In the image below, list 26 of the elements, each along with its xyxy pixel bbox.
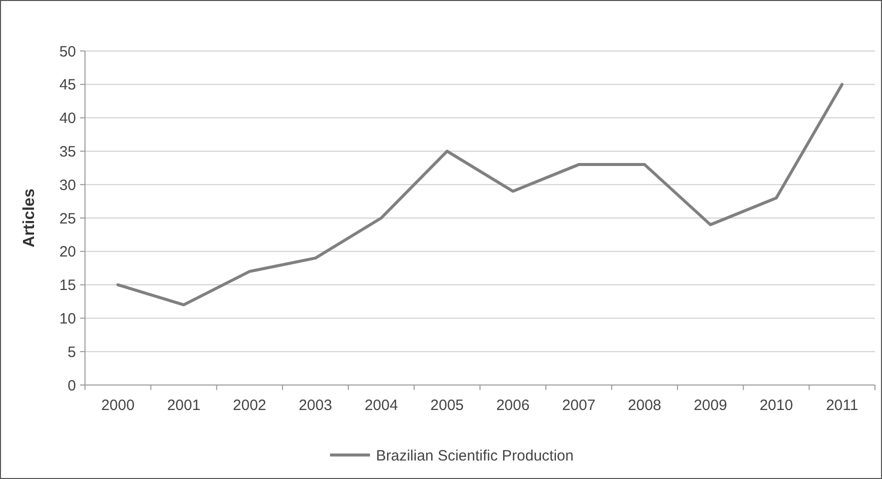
y-tick-label: 45 <box>59 76 76 94</box>
x-tick-label: 2004 <box>364 397 398 414</box>
y-tick-label: 25 <box>59 210 76 228</box>
x-tick-label: 2002 <box>232 397 266 414</box>
y-tick-label: 10 <box>59 310 76 328</box>
y-tick-label: 50 <box>59 43 76 60</box>
x-tick-label: 2000 <box>101 397 135 414</box>
y-tick-label: 40 <box>59 110 76 128</box>
x-tick-label: 2001 <box>167 397 200 414</box>
x-tick-label: 2008 <box>628 397 662 414</box>
y-axis-title: Articles <box>21 188 38 248</box>
y-tick-label: 0 <box>68 377 76 394</box>
line-series <box>116 82 844 306</box>
y-tick-label: 5 <box>68 344 76 361</box>
x-tick-label: 2006 <box>496 397 530 414</box>
y-tick-label: 20 <box>59 244 76 261</box>
x-tick-label: 2010 <box>760 397 793 414</box>
y-tick-label: 35 <box>59 143 76 160</box>
legend-label: Brazilian Scientific Production <box>376 447 574 464</box>
x-tick-label: 2009 <box>694 397 728 414</box>
y-tick-label: 15 <box>59 277 76 294</box>
x-tick-label: 2011 <box>826 397 858 414</box>
x-tick-label: 2007 <box>562 397 596 414</box>
y-tick-label: 30 <box>59 176 76 194</box>
x-tick-label: 2005 <box>430 397 464 414</box>
x-tick-label: 2003 <box>298 397 332 414</box>
